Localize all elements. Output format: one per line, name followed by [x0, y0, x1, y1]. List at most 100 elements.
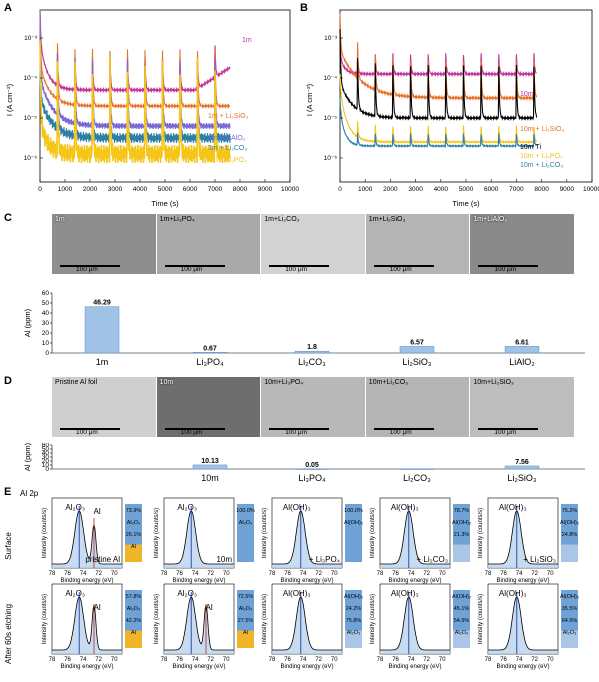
x-axis-label: Binding energy (eV) [280, 664, 333, 670]
scale-bar [478, 428, 539, 430]
x-axis-label: Binding energy (eV) [60, 578, 113, 584]
value-label: 0.67 [203, 345, 217, 352]
scale-bar-label: 100 μm [285, 266, 307, 273]
micrograph-3: 10m+Li₂CO₃ 100 μm [365, 377, 470, 437]
y-axis-label: Intensity (counts/s) [154, 594, 160, 644]
value-label: 46.29 [93, 300, 111, 307]
x-tick-label: 74 [408, 571, 415, 577]
x-tick-label: 74 [192, 571, 199, 577]
x-tick-label: 72 [531, 571, 538, 577]
y-axis-label: Intensity (counts/s) [42, 508, 48, 558]
peak-label: Al₂O₃ [65, 589, 85, 598]
composition-label: 78.7% [454, 508, 470, 514]
composition-label: Al₂O₃ [239, 520, 253, 526]
micrograph-label: Pristine Al foil [55, 379, 98, 386]
x-tick-label: 76 [392, 571, 399, 577]
scale-bar [164, 428, 225, 430]
bar [294, 350, 330, 354]
category-label: Li₃PO₄ [196, 357, 224, 367]
axis-label-y: Al (ppm) [23, 443, 32, 471]
composition-label: Al [243, 630, 248, 636]
x-tick-label: 76 [392, 657, 399, 663]
value-label: 1.8 [307, 344, 317, 351]
x-tick-label: 4000 [434, 186, 449, 193]
micrograph-2: 1m+Li₂CO₃ 100 μm [261, 214, 365, 274]
micrograph-label: 10m [159, 379, 174, 386]
series-line-4 [339, 98, 537, 149]
composition-label: Al₂O₃ [563, 630, 577, 636]
category-label: Li₂CO₃ [403, 473, 431, 483]
x-tick-label: 78 [485, 657, 492, 663]
peak-label: Al [206, 603, 213, 612]
composition-label: Al(OH)₃ [560, 594, 579, 600]
composition-label: 75.2% [562, 508, 578, 514]
scale-bar [164, 265, 225, 267]
x-tick-label: 8000 [534, 186, 549, 193]
scale-bar [373, 265, 434, 267]
x-tick-label: 72 [423, 571, 430, 577]
legend-entry: 1m + Li₃PO₄ [208, 157, 247, 164]
category-label: Li₃PO₄ [298, 473, 326, 483]
panel-letter-a: A [4, 2, 12, 14]
composition-label: Al(OH)₃ [452, 594, 471, 600]
x-tick-label: 74 [516, 657, 523, 663]
peak-label: Al(OH)₃ [499, 503, 527, 512]
scale-bar [60, 265, 120, 267]
scale-bar [269, 265, 330, 267]
peak-label: Al [94, 603, 101, 612]
x-tick-label: 4000 [133, 186, 148, 193]
scale-bar [478, 265, 539, 267]
y-tick-label: 30 [42, 320, 50, 327]
x-tick-label: 10000 [281, 186, 299, 193]
chart-c: 0 10 20 30 40 50 60 Al (ppm) 46.29 1m 0.67 Li₃PO₄ 1.… [23, 290, 585, 367]
legend-entry: 10m + Li₂SiO₃ [520, 126, 564, 133]
composition-label: 100.0% [344, 508, 363, 514]
series-line-3 [339, 73, 538, 145]
chart-b: 10⁻⁶ 10⁻⁵ 10⁻⁴ 10⁻³ 0 1000 2000 3000 4000 5000 60… [305, 9, 599, 208]
x-tick-label: 74 [80, 571, 87, 577]
x-tick-label: 70 [331, 657, 338, 663]
x-tick-label: 5000 [459, 186, 474, 193]
scale-bar-label: 100 μm [389, 266, 412, 273]
cell-caption: + Li₃PO₄ [309, 555, 340, 564]
y-tick-label: 10⁻⁶ [24, 155, 38, 162]
x-tick-label: 70 [439, 657, 446, 663]
x-tick-label: 6000 [183, 186, 198, 193]
value-label: 6.61 [515, 339, 529, 346]
peak-label: Al(OH)₃ [391, 503, 419, 512]
category-label: Li₂SiO₃ [507, 473, 537, 483]
peak-label: Al(OH)₃ [283, 589, 311, 598]
x-tick-label: 78 [161, 571, 168, 577]
composition-label: 64.5% [562, 618, 578, 624]
scale-bar [60, 428, 120, 430]
x-tick-label: 0 [38, 186, 42, 193]
scale-bar-label: 100 μm [389, 429, 412, 436]
y-tick-label: 10 [42, 462, 50, 469]
composition-label: 73.9% [126, 508, 142, 514]
scale-bar-label: 100 μm [76, 266, 98, 273]
panel-e-title: Al 2p [20, 489, 39, 498]
y-tick-label: 10⁻⁵ [24, 115, 38, 122]
x-tick-label: 10000 [583, 186, 599, 193]
axis-label-y: Al (ppm) [23, 308, 32, 337]
micrograph-1: 1m+Li₃PO₄ 100 μm [156, 214, 261, 274]
axis-label-a-x: Time (s) [151, 199, 179, 208]
composition-label: 24.8% [562, 532, 578, 538]
micrograph-label: 10m+Li₃PO₄ [264, 379, 304, 386]
category-label: LiAlO₂ [509, 357, 535, 367]
composition-label: Al(OH)₃ [344, 520, 363, 526]
x-axis-label: Binding energy (eV) [388, 664, 441, 670]
x-tick-label: 70 [547, 657, 554, 663]
composition-label: Al(OH)₃ [452, 520, 471, 526]
composition-label: Al [131, 630, 136, 636]
x-tick-label: 76 [500, 657, 507, 663]
x-tick-label: 78 [49, 657, 56, 663]
bar [399, 346, 435, 354]
series-line-2 [39, 11, 231, 130]
y-tick-label: 20 [42, 330, 50, 337]
micrograph-label: 10m+Li₂CO₃ [368, 379, 409, 386]
